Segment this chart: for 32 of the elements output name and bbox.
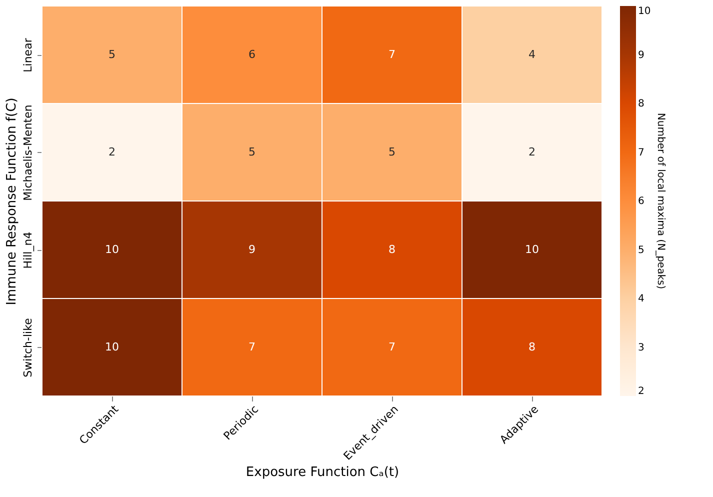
y-tick-label: Linear (22, 38, 34, 72)
data-label: 8 (388, 242, 396, 256)
color-bar-label: 3 (638, 342, 644, 354)
data-label: 7 (388, 340, 396, 354)
data-label: 6 (248, 48, 256, 61)
data-label: 2 (528, 145, 536, 158)
color-bar-label: 9 (638, 50, 644, 61)
color-bar-title: Number of local maxima (N_peaks) (655, 112, 666, 290)
x-axis-title: Exposure Function Cₐ(t) (246, 465, 400, 480)
color-bar-label: 2 (638, 386, 644, 397)
data-label: 9 (248, 242, 256, 256)
y-tick-label: Switch-like (22, 318, 34, 378)
data-label: 8 (528, 340, 536, 354)
data-label: 5 (108, 48, 116, 61)
color-bar-label: 5 (638, 244, 644, 256)
data-label: 5 (248, 145, 256, 158)
y-axis-title: Immune Response Function f(C) (4, 98, 20, 306)
data-label: 10 (105, 340, 119, 354)
color-bar-label: 6 (638, 196, 644, 207)
data-label: 10 (105, 242, 119, 256)
data-label: 7 (248, 340, 256, 354)
data-label: 10 (525, 242, 539, 256)
color-bar-label: 7 (638, 147, 644, 158)
y-tick-label: Hill_n4 (22, 232, 34, 269)
data-label: 4 (528, 48, 536, 61)
data-label: 2 (108, 145, 116, 158)
color-bar-label: 4 (638, 294, 644, 304)
data-label: 7 (388, 48, 396, 61)
color-bar-label: 10 (638, 6, 651, 17)
y-tick-label: Michaelis-Menten (22, 104, 34, 201)
data-label: 5 (388, 145, 396, 158)
color-bar-label: 8 (638, 98, 644, 110)
